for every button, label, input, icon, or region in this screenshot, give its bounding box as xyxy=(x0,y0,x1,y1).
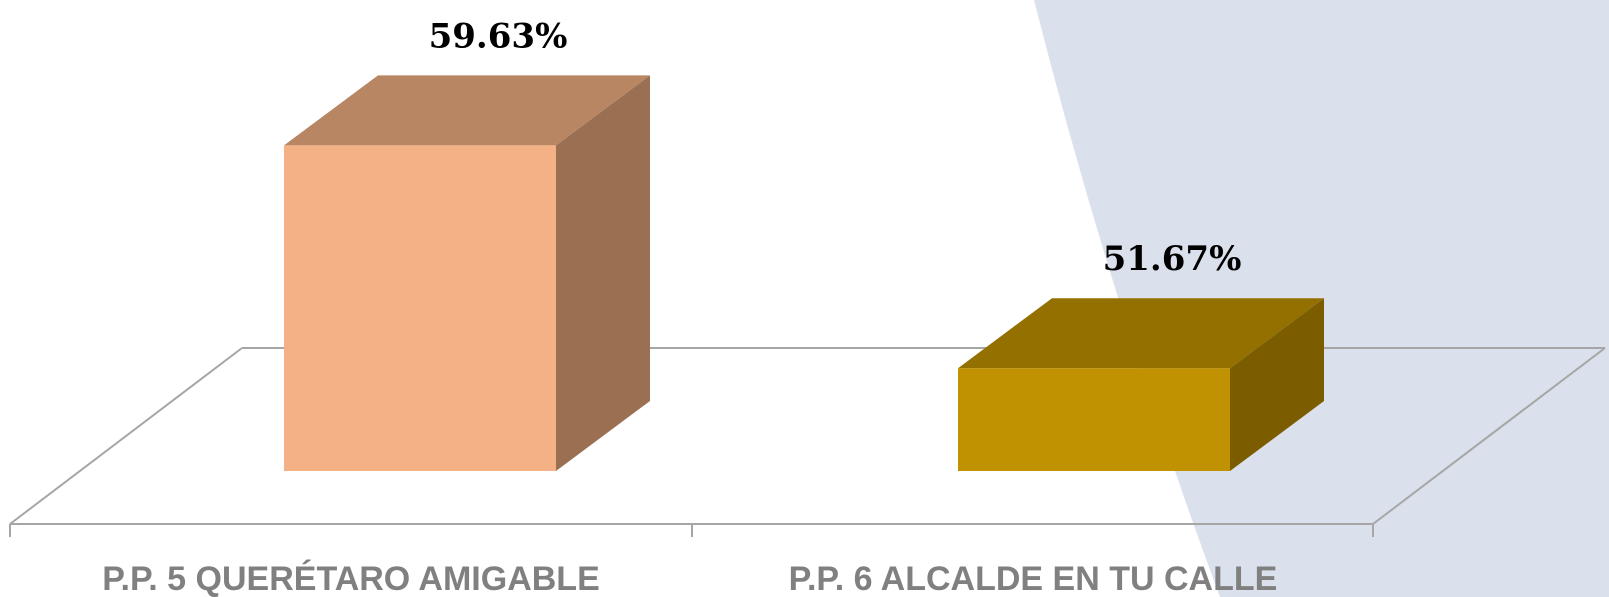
bar-front-face xyxy=(958,368,1230,471)
bar-top-face xyxy=(958,298,1324,369)
category-label: P.P. 5 QUERÉTARO AMIGABLE xyxy=(102,560,600,597)
bars-layer xyxy=(284,75,1324,472)
data-label: 51.67% xyxy=(1103,239,1242,279)
floor-left-edge xyxy=(9,347,243,525)
bar-front-face xyxy=(284,145,556,472)
data-label: 59.63% xyxy=(429,16,568,56)
bar-1 xyxy=(284,75,650,472)
category-label: P.P. 6 ALCALDE EN TU CALLE xyxy=(789,560,1278,597)
bar-top-face xyxy=(284,75,650,146)
category-labels-layer: P.P. 5 QUERÉTARO AMIGABLE P.P. 6 ALCALDE … xyxy=(102,560,1277,597)
floor-right-edge xyxy=(1372,347,1606,525)
bar-side-face xyxy=(1230,298,1324,471)
bar-side-face xyxy=(556,75,650,472)
value-labels-layer: 59.63% 51.67% xyxy=(429,16,1242,279)
bar-2 xyxy=(958,298,1324,471)
